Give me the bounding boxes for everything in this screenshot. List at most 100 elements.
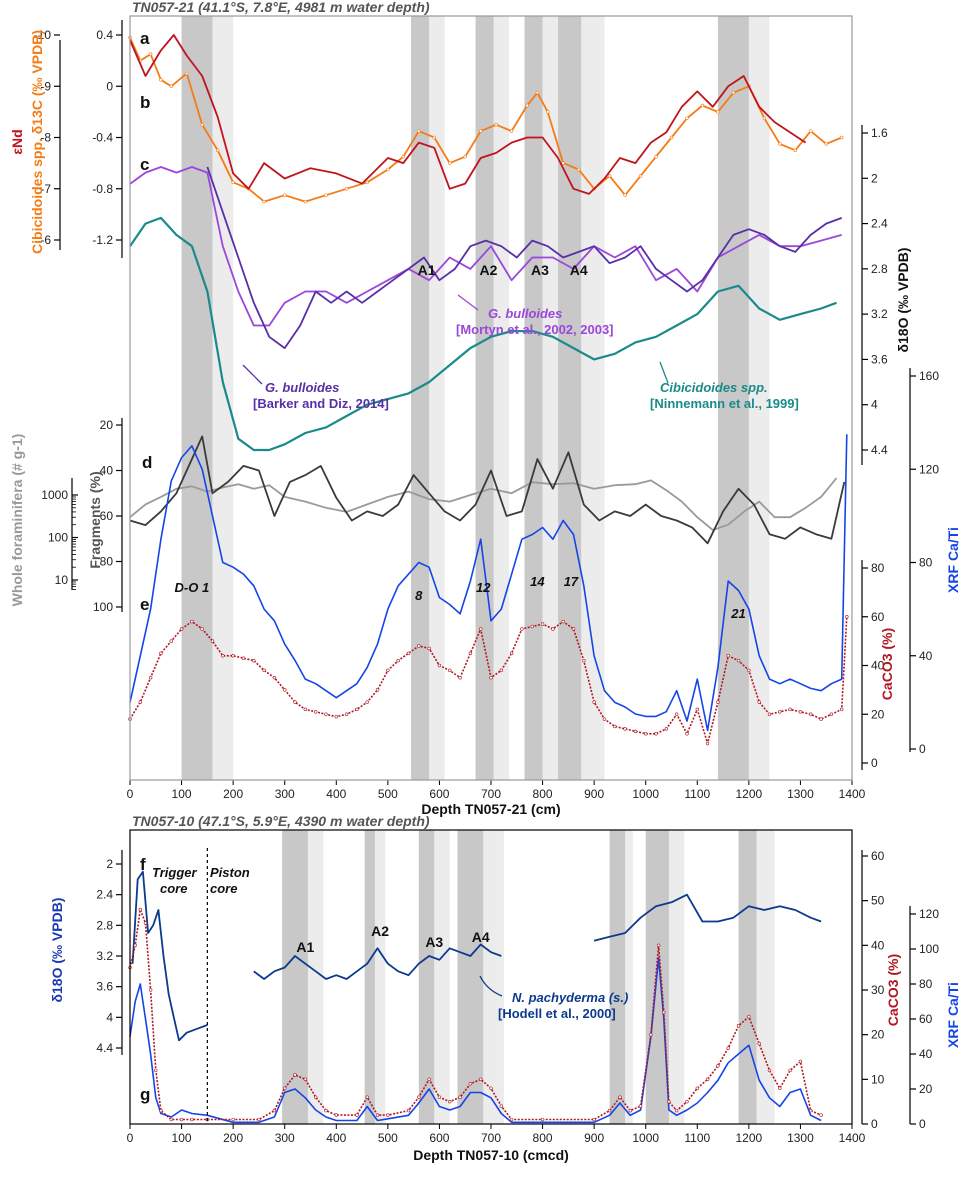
ninnemann-pointer bbox=[659, 361, 669, 384]
fragments-axis-tick-label: 40 bbox=[100, 464, 114, 478]
bottom-d18o-axis-tick-label: 4.4 bbox=[96, 1041, 113, 1055]
bottom-caco3-line bbox=[129, 908, 822, 1121]
fragments-axis-tick-label: 80 bbox=[100, 555, 114, 569]
bottom-band-light bbox=[483, 830, 504, 1124]
top-d18o-axis-tick-label: 4 bbox=[871, 398, 878, 412]
bottom-series bbox=[128, 870, 823, 1124]
top-band-light bbox=[493, 16, 510, 780]
bottom-caco3-line-point bbox=[257, 1117, 261, 1122]
d13c-line-point bbox=[623, 193, 627, 197]
bottom-caco3-line-point bbox=[705, 1077, 710, 1082]
panel-label-e: e bbox=[140, 595, 149, 614]
bottom-annotation-a1: A1 bbox=[296, 939, 314, 955]
top-caco3-line-point bbox=[809, 712, 813, 716]
mortyn-ref-label: [Mortyn et al., 2002, 2003] bbox=[456, 322, 614, 337]
top-band-light bbox=[429, 16, 445, 780]
top-d18o-axis-tick-label: 2.8 bbox=[871, 262, 888, 276]
whole-axis-title: Whole foraminifera (# g-1) bbox=[9, 434, 25, 607]
bottom-x-tick-label: 900 bbox=[584, 1131, 604, 1145]
top-caco3-line-point bbox=[726, 654, 730, 658]
bottom-caco3-line-point bbox=[499, 1104, 504, 1108]
d13c-line-point bbox=[169, 84, 173, 88]
bottom-caco3-line-point bbox=[458, 1095, 462, 1099]
bottom-x-tick-label: 800 bbox=[533, 1131, 553, 1145]
mortyn-species-label: G. bulloides bbox=[488, 306, 562, 321]
top-caco3-line-point bbox=[355, 707, 359, 712]
d13c-line-point bbox=[509, 129, 514, 133]
top-x-tick-label: 1000 bbox=[632, 787, 659, 801]
bottom-x-tick-label: 700 bbox=[481, 1131, 501, 1145]
top-x-tick-label: 1100 bbox=[684, 787, 710, 801]
top-caco3-line-point bbox=[530, 624, 534, 629]
top-caco3-line-point bbox=[169, 639, 173, 643]
bottom-caco3-line-point bbox=[154, 1068, 158, 1073]
bottom-caco3-line-point bbox=[448, 1099, 452, 1104]
bottom-x-tick-label: 1000 bbox=[632, 1131, 659, 1145]
top-caco3-axis-tick-label: 20 bbox=[871, 707, 885, 721]
top-caco3-line-point bbox=[344, 712, 349, 716]
axes: 0 100 200 300 400 500 600 700 800 900 1000 1100 1200… bbox=[9, 20, 961, 1145]
top-x-tick-label: 800 bbox=[533, 787, 553, 801]
d13c-line-point bbox=[654, 155, 658, 159]
piston-core-label: core bbox=[210, 881, 237, 896]
d13c-line-point bbox=[215, 148, 220, 153]
bottom-xrf-axis-tick-label: 0 bbox=[919, 1117, 926, 1131]
top-annotation-a2: A2 bbox=[479, 262, 497, 278]
top-caco3-line-point bbox=[633, 729, 638, 734]
np-species-label: N. pachyderma (s.) bbox=[512, 990, 628, 1005]
top-caco3-line-point bbox=[767, 712, 772, 716]
bottom-caco3-line-point bbox=[747, 1015, 751, 1019]
top-x-tick-label: 100 bbox=[172, 787, 192, 801]
bottom-d18o-axis-tick-label: 2.4 bbox=[96, 888, 113, 902]
top-caco3-line-point bbox=[159, 651, 163, 656]
top-caco3-axis-tick-label: 80 bbox=[871, 561, 885, 575]
bottom-caco3-line-point bbox=[540, 1117, 545, 1122]
d13c-line-point bbox=[303, 199, 308, 204]
piston-label: Piston bbox=[210, 865, 250, 880]
bottom-caco3-line-point bbox=[695, 1086, 699, 1090]
end-axis-tick-label: -9 bbox=[40, 79, 51, 93]
d13c-line-point bbox=[344, 187, 349, 191]
bottom-caco3-line-point bbox=[293, 1073, 297, 1077]
bottom-caco3-axis-tick-label: 10 bbox=[871, 1072, 885, 1086]
whole-axis-tick-label: 100 bbox=[48, 531, 68, 545]
event-label: D-O 1 bbox=[175, 580, 210, 595]
top-caco3-axis-tick-label: 0 bbox=[871, 756, 878, 770]
bottom-caco3-line-point bbox=[190, 1117, 194, 1122]
bottom-caco3-line-point bbox=[272, 1108, 277, 1113]
top-annotation-a3: A3 bbox=[531, 262, 549, 278]
d13c-axis-tick-label: -0.8 bbox=[92, 182, 113, 196]
d18O_trigger-line bbox=[131, 870, 208, 1042]
end-axis-title: εNd bbox=[9, 129, 25, 154]
bottom-caco3-line-point bbox=[468, 1082, 473, 1086]
d13c-line-point bbox=[525, 103, 529, 108]
top-caco3-line-point bbox=[644, 732, 648, 736]
fragments-axis-tick-label: 60 bbox=[100, 509, 114, 523]
panel-label-c: c bbox=[140, 155, 149, 174]
top-caco3-line-point bbox=[365, 700, 369, 704]
panel-label-f: f bbox=[140, 855, 146, 874]
top-caco3-line-point bbox=[499, 668, 504, 673]
top-caco3-line-point bbox=[664, 727, 669, 731]
d13c-line-point bbox=[185, 71, 189, 76]
bottom-caco3-line-point bbox=[138, 907, 143, 912]
event-label: 14 bbox=[530, 574, 545, 589]
d13c-axis-tick-label: -1.2 bbox=[92, 233, 113, 247]
top-band-light bbox=[212, 16, 234, 780]
top-caco3-axis-tick-label: 40 bbox=[871, 659, 885, 673]
bottom-caco3-line-point bbox=[618, 1095, 622, 1099]
top-caco3-line-point bbox=[293, 700, 297, 704]
top-caco3-line-point bbox=[478, 627, 483, 631]
top-band-light bbox=[581, 16, 605, 780]
np-pointer bbox=[479, 975, 503, 997]
bottom-caco3-line-point bbox=[592, 1117, 596, 1122]
bottom-caco3-line-point bbox=[667, 1099, 671, 1104]
top-caco3-line-point bbox=[283, 688, 287, 692]
d13c-line-point bbox=[685, 116, 689, 120]
top-caco3-line-point bbox=[386, 668, 390, 673]
fragments-axis-tick-label: 100 bbox=[93, 600, 113, 614]
bottom-caco3-line-point bbox=[334, 1113, 338, 1117]
bottom-bands bbox=[282, 830, 775, 1124]
trigger-core-label: core bbox=[160, 881, 187, 896]
bottom-caco3-line-point bbox=[375, 1113, 380, 1117]
